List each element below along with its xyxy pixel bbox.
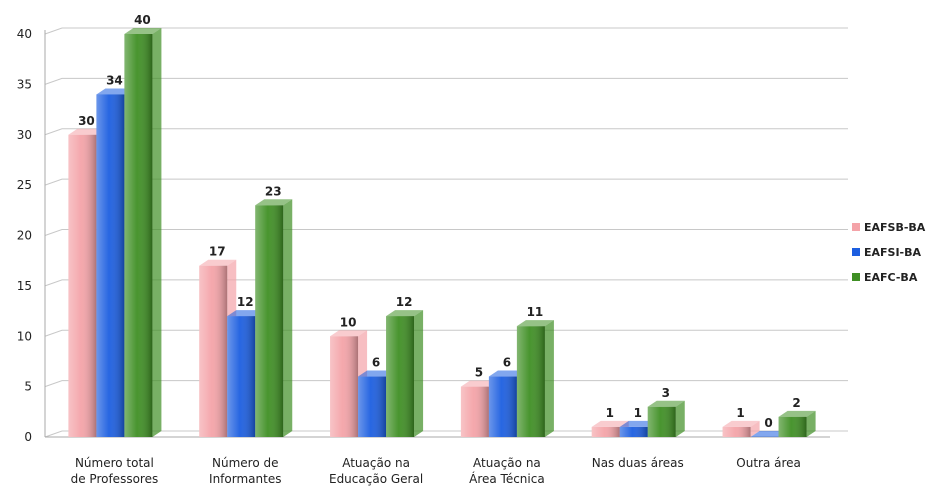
grid-line bbox=[44, 128, 848, 136]
grid-line bbox=[44, 430, 848, 438]
grid-line bbox=[44, 77, 848, 85]
value-label: 6 bbox=[372, 356, 380, 370]
y-tick-label: 25 bbox=[17, 178, 32, 192]
value-label: 3 bbox=[662, 386, 670, 400]
legend-swatch bbox=[852, 248, 860, 256]
x-tick-label: Número total bbox=[75, 456, 154, 470]
value-label: 40 bbox=[134, 13, 151, 27]
y-tick-label: 20 bbox=[17, 229, 32, 243]
bar bbox=[124, 28, 162, 437]
value-label: 12 bbox=[396, 295, 413, 309]
grid-line bbox=[44, 380, 848, 388]
legend-label: EAFC-BA bbox=[864, 271, 918, 284]
value-label: 30 bbox=[78, 114, 95, 128]
legend-label: EAFSI-BA bbox=[864, 246, 922, 259]
y-tick-label: 5 bbox=[24, 380, 32, 394]
x-tick-label: Atuação na bbox=[473, 456, 541, 470]
legend-swatch bbox=[852, 223, 860, 231]
y-tick-label: 10 bbox=[17, 329, 32, 343]
value-label: 17 bbox=[209, 245, 226, 259]
bar bbox=[778, 410, 816, 437]
x-tick-label: Outra área bbox=[736, 456, 801, 470]
x-tick-label: Educação Geral bbox=[329, 472, 423, 486]
y-tick-label: 40 bbox=[17, 27, 32, 41]
x-tick-label: Informantes bbox=[209, 472, 281, 486]
grid-line bbox=[44, 178, 848, 186]
bar bbox=[386, 310, 424, 437]
value-label: 6 bbox=[503, 356, 511, 370]
legend-swatch bbox=[852, 273, 860, 281]
grid-line bbox=[44, 279, 848, 287]
value-label: 5 bbox=[475, 366, 483, 380]
bar bbox=[750, 431, 788, 437]
bar bbox=[647, 400, 685, 437]
x-tick-label: Área Técnica bbox=[469, 471, 545, 486]
value-label: 12 bbox=[237, 295, 254, 309]
value-label: 1 bbox=[634, 406, 642, 420]
bar bbox=[330, 330, 368, 437]
x-tick-label: Nas duas áreas bbox=[592, 456, 684, 470]
x-tick-label: de Professores bbox=[71, 472, 159, 486]
y-tick-label: 15 bbox=[17, 279, 32, 293]
y-tick-label: 0 bbox=[24, 430, 32, 444]
value-label: 10 bbox=[340, 315, 357, 329]
value-label: 1 bbox=[606, 406, 614, 420]
bar bbox=[255, 199, 293, 437]
value-label: 34 bbox=[106, 73, 123, 87]
value-label: 11 bbox=[527, 305, 544, 319]
y-tick-label: 35 bbox=[17, 77, 32, 91]
bar bbox=[722, 420, 760, 437]
grid-line bbox=[44, 329, 848, 337]
grid-line bbox=[44, 229, 848, 236]
value-label: 1 bbox=[736, 406, 744, 420]
y-tick-label: 30 bbox=[17, 128, 32, 142]
value-label: 23 bbox=[265, 184, 282, 198]
grid-line bbox=[44, 27, 848, 35]
x-tick-label: Número de bbox=[212, 456, 278, 470]
value-label: 0 bbox=[764, 416, 772, 430]
legend-label: EAFSB-BA bbox=[864, 221, 926, 234]
bar bbox=[516, 320, 554, 437]
x-tick-label: Atuação na bbox=[342, 456, 410, 470]
value-label: 2 bbox=[792, 396, 800, 410]
